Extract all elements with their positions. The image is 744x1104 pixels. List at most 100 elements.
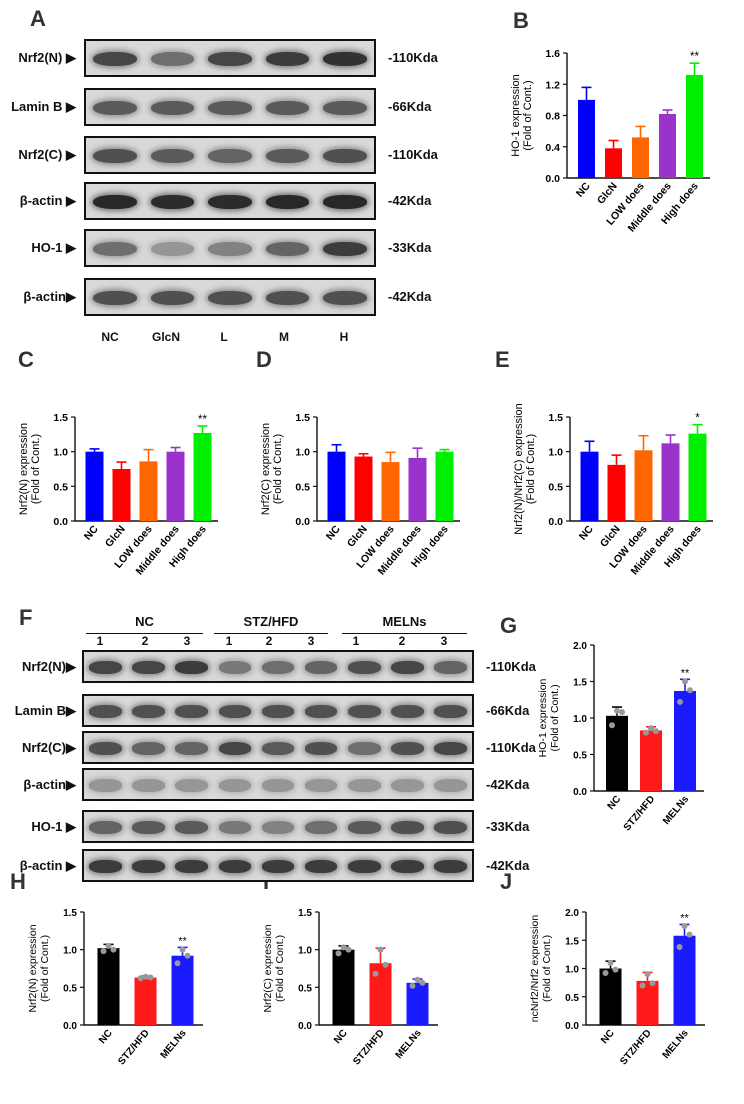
category-label: NC	[599, 1028, 617, 1046]
blot-lane-label: M	[279, 330, 289, 344]
y-axis-label: HO-1 expression(Fold of Cont.)	[537, 678, 561, 757]
blot-band	[347, 860, 381, 873]
blot-band	[92, 51, 137, 67]
data-point	[147, 974, 154, 981]
blot-band	[265, 148, 310, 164]
y-tick-label: 0.5	[298, 983, 312, 994]
blot-band	[347, 705, 381, 718]
blot-band	[89, 705, 122, 718]
category-label: STZ/HFD	[622, 794, 658, 833]
blot-band	[218, 821, 252, 834]
y-tick-label: 0.5	[573, 751, 587, 762]
blot-row-label: Lamin B▶	[14, 702, 76, 718]
blot-band	[390, 779, 424, 792]
blot-band	[175, 705, 209, 718]
bar	[686, 74, 703, 178]
blot-band	[89, 661, 122, 674]
y-tick-label: 0.5	[565, 993, 579, 1004]
blot-lane-number: 3	[183, 634, 191, 648]
blot-band	[347, 742, 381, 755]
data-point	[686, 931, 693, 938]
data-point	[677, 698, 683, 705]
data-point	[142, 973, 149, 980]
data-point	[648, 725, 654, 732]
blot-lane-number: 2	[141, 634, 149, 648]
blot-band	[304, 860, 338, 873]
panel-label-f: F	[19, 605, 33, 630]
bar	[354, 456, 373, 521]
significance-marker: **	[690, 51, 699, 63]
y-axis-label: HO-1 expression(Fold of Cont.)	[510, 74, 534, 157]
bar	[85, 451, 104, 521]
bar	[171, 955, 194, 1025]
blot-band	[390, 821, 424, 834]
blot-band	[208, 241, 252, 257]
blot-band	[89, 821, 122, 834]
data-point	[619, 709, 625, 716]
blot-band	[132, 661, 166, 674]
category-label: MELNs	[661, 1028, 691, 1061]
bar	[634, 450, 653, 521]
y-tick-label: 1.0	[573, 714, 587, 725]
y-tick-label: 1.5	[53, 412, 68, 424]
blot-band	[150, 148, 195, 164]
panel-label-a: A	[30, 6, 46, 31]
data-point	[340, 944, 347, 951]
blot-kda-marker: -66Kda	[486, 702, 530, 718]
data-point	[687, 687, 693, 694]
blot-group-line	[214, 633, 328, 634]
category-label: GlcN	[345, 523, 370, 549]
category-label: GlcN	[595, 180, 620, 206]
significance-marker: **	[178, 935, 187, 947]
blot-row-label: Nrf2(N)▶	[21, 658, 76, 674]
blot-band	[304, 661, 338, 674]
blot-band	[150, 51, 195, 67]
blot-band	[218, 860, 252, 873]
data-point	[137, 975, 144, 982]
y-tick-label: 1.0	[295, 447, 310, 459]
data-point	[382, 961, 389, 968]
bar	[640, 730, 662, 791]
blot-lane-label: NC	[101, 330, 119, 344]
panel-label-b: B	[513, 8, 529, 33]
blot-band	[304, 705, 338, 718]
y-tick-label: 1.2	[545, 79, 560, 91]
y-axis-label: ncNrf2/Nrf2 expression(Fold of Cont.)	[529, 915, 553, 1023]
bar	[369, 963, 392, 1025]
data-point	[335, 950, 342, 957]
bar	[605, 148, 622, 178]
blot-group-label: STZ/HFD	[243, 614, 299, 629]
data-point	[676, 944, 683, 951]
blot-band	[132, 742, 166, 755]
blot-row-label: β-actin ▶	[19, 857, 76, 873]
bar	[636, 980, 659, 1025]
data-point	[179, 946, 186, 953]
blot-band	[347, 661, 381, 674]
y-tick-label: 1.0	[565, 965, 579, 976]
blot-band	[175, 821, 209, 834]
blot-strip	[84, 88, 376, 126]
data-point	[372, 970, 379, 977]
blot-band	[265, 290, 310, 306]
blot-band	[261, 705, 295, 718]
blot-band	[323, 290, 368, 306]
panel-label-h: H	[10, 869, 26, 894]
y-tick-label: 0.0	[548, 516, 563, 528]
data-point	[609, 722, 615, 729]
data-point	[643, 729, 649, 736]
blot-lane-number: 1	[96, 634, 104, 648]
category-label: MELNs	[159, 1028, 189, 1061]
data-point	[419, 979, 426, 986]
blot-kda-marker: -42Kda	[486, 857, 530, 873]
blot-band	[323, 241, 368, 257]
blot-band	[261, 661, 295, 674]
bar	[435, 451, 454, 521]
blot-band	[323, 194, 368, 210]
blot-band	[323, 148, 368, 164]
category-label: MELNs	[661, 794, 691, 827]
blot-band	[434, 779, 467, 792]
category-label: GlcN	[103, 523, 128, 549]
blot-group-label: NC	[135, 614, 154, 629]
blot-row-label: HO-1 ▶	[31, 818, 76, 834]
bar	[139, 461, 158, 521]
